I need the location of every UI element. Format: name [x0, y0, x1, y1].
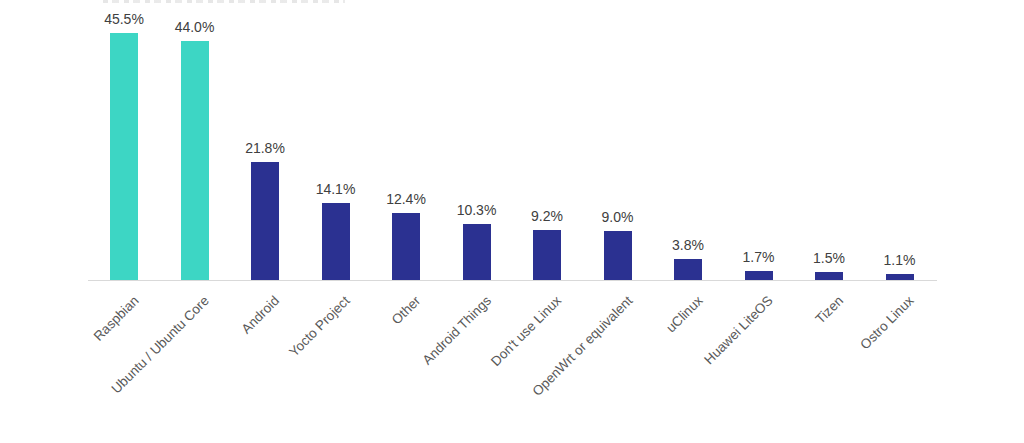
bar — [181, 41, 209, 280]
category-label: Tizen — [813, 293, 847, 327]
bar — [110, 33, 138, 280]
bar — [674, 259, 702, 280]
bar-value-label: 21.8% — [228, 140, 302, 157]
bar-value-label: 1.7% — [722, 249, 796, 266]
bar — [463, 224, 491, 280]
bar — [886, 274, 914, 280]
bar-value-label: 45.5% — [87, 11, 161, 28]
bar-value-label: 9.2% — [510, 208, 584, 225]
category-label: Android Things — [419, 293, 494, 368]
category-label: Raspbian — [91, 293, 143, 345]
bar-value-label: 1.5% — [792, 250, 866, 267]
bar — [533, 230, 561, 280]
bar-value-label: 14.1% — [299, 181, 373, 198]
bar-chart-canvas: 45.5%Raspbian44.0%Ubuntu / Ubuntu Core21… — [0, 0, 1024, 443]
category-label: Yocto Project — [287, 293, 354, 360]
category-label: Ostro Linux — [858, 293, 918, 353]
bar-value-label: 1.1% — [863, 252, 937, 269]
bar — [604, 231, 632, 280]
x-axis-line — [88, 280, 937, 281]
bar — [745, 271, 773, 280]
bar — [815, 272, 843, 280]
bar-value-label: 9.0% — [581, 209, 655, 226]
bar — [322, 203, 350, 280]
bar-value-label: 3.8% — [651, 237, 725, 254]
category-label: Don't use Linux — [488, 293, 565, 370]
bar — [251, 162, 279, 280]
bar-value-label: 10.3% — [440, 202, 514, 219]
bar-value-label: 44.0% — [158, 19, 232, 36]
bar — [392, 213, 420, 280]
category-label: Android — [239, 293, 283, 337]
bar-chart: 45.5%Raspbian44.0%Ubuntu / Ubuntu Core21… — [0, 0, 1024, 443]
category-label: uClinux — [663, 293, 706, 336]
bar-value-label: 12.4% — [369, 191, 443, 208]
category-label: Other — [389, 293, 424, 328]
category-label: Huawei LiteOS — [702, 293, 777, 368]
